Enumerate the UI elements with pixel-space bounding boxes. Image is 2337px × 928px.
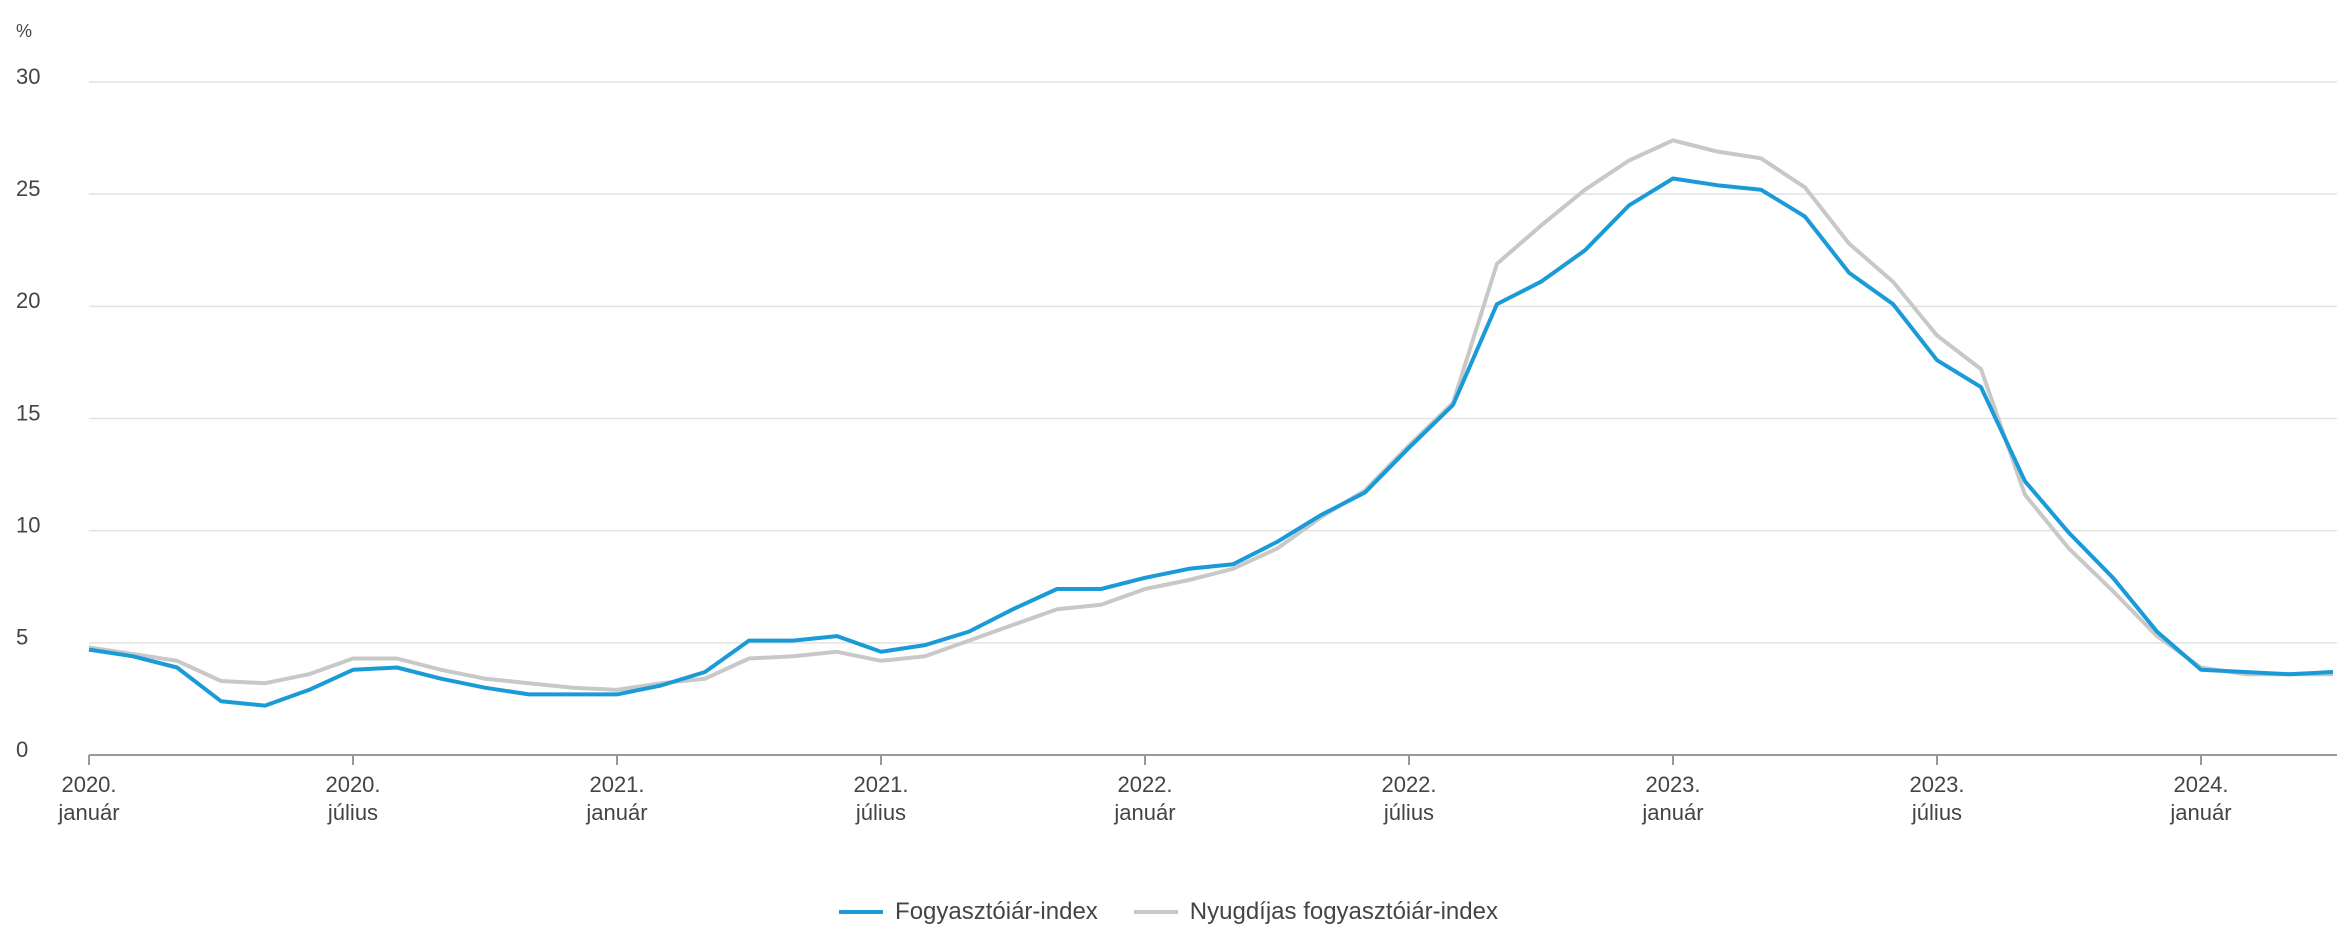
x-tick-label: 2020. január — [58, 772, 120, 825]
legend-label: Nyugdíjas fogyasztóiár-index — [1189, 898, 1498, 925]
series-line — [88, 176, 2334, 708]
y-tick-label: 25 — [16, 176, 40, 201]
y-tick-label: 30 — [16, 64, 40, 89]
legend-item: Nyugdíjas fogyasztóiár-index — [1133, 898, 1498, 926]
legend-swatch — [1133, 910, 1178, 914]
legend: Fogyasztóiár-index Nyugdíjas fogyasztóiár… — [0, 893, 2337, 926]
legend-item: Fogyasztóiár-index — [839, 898, 1098, 926]
x-tick-label: 2021. január — [586, 772, 648, 825]
y-tick-label: 10 — [16, 512, 40, 537]
y-tick-label: 0 — [16, 737, 28, 762]
series-line — [88, 138, 2333, 692]
x-tick-label: 2022. január — [1114, 772, 1176, 825]
x-tick-label: 2020. július — [325, 772, 381, 825]
y-tick-label: 20 — [16, 288, 40, 313]
legend-label: Fogyasztóiár-index — [895, 898, 1098, 925]
chart: % 0 5 10 15 20 25 30 — [16, 21, 2337, 765]
x-tick-label: 2023. január — [1642, 772, 1704, 825]
y-axis-unit: % — [16, 21, 32, 41]
y-tick-label: 5 — [16, 625, 28, 650]
x-tick-label: 2021. július — [853, 772, 909, 825]
x-tick-label: 2024. január — [2170, 772, 2232, 825]
x-tick-label: 2023. július — [1909, 772, 1965, 825]
y-tick-label: 15 — [16, 400, 40, 425]
x-tick-label: 2022. július — [1381, 772, 1437, 825]
legend-swatch — [839, 910, 884, 914]
